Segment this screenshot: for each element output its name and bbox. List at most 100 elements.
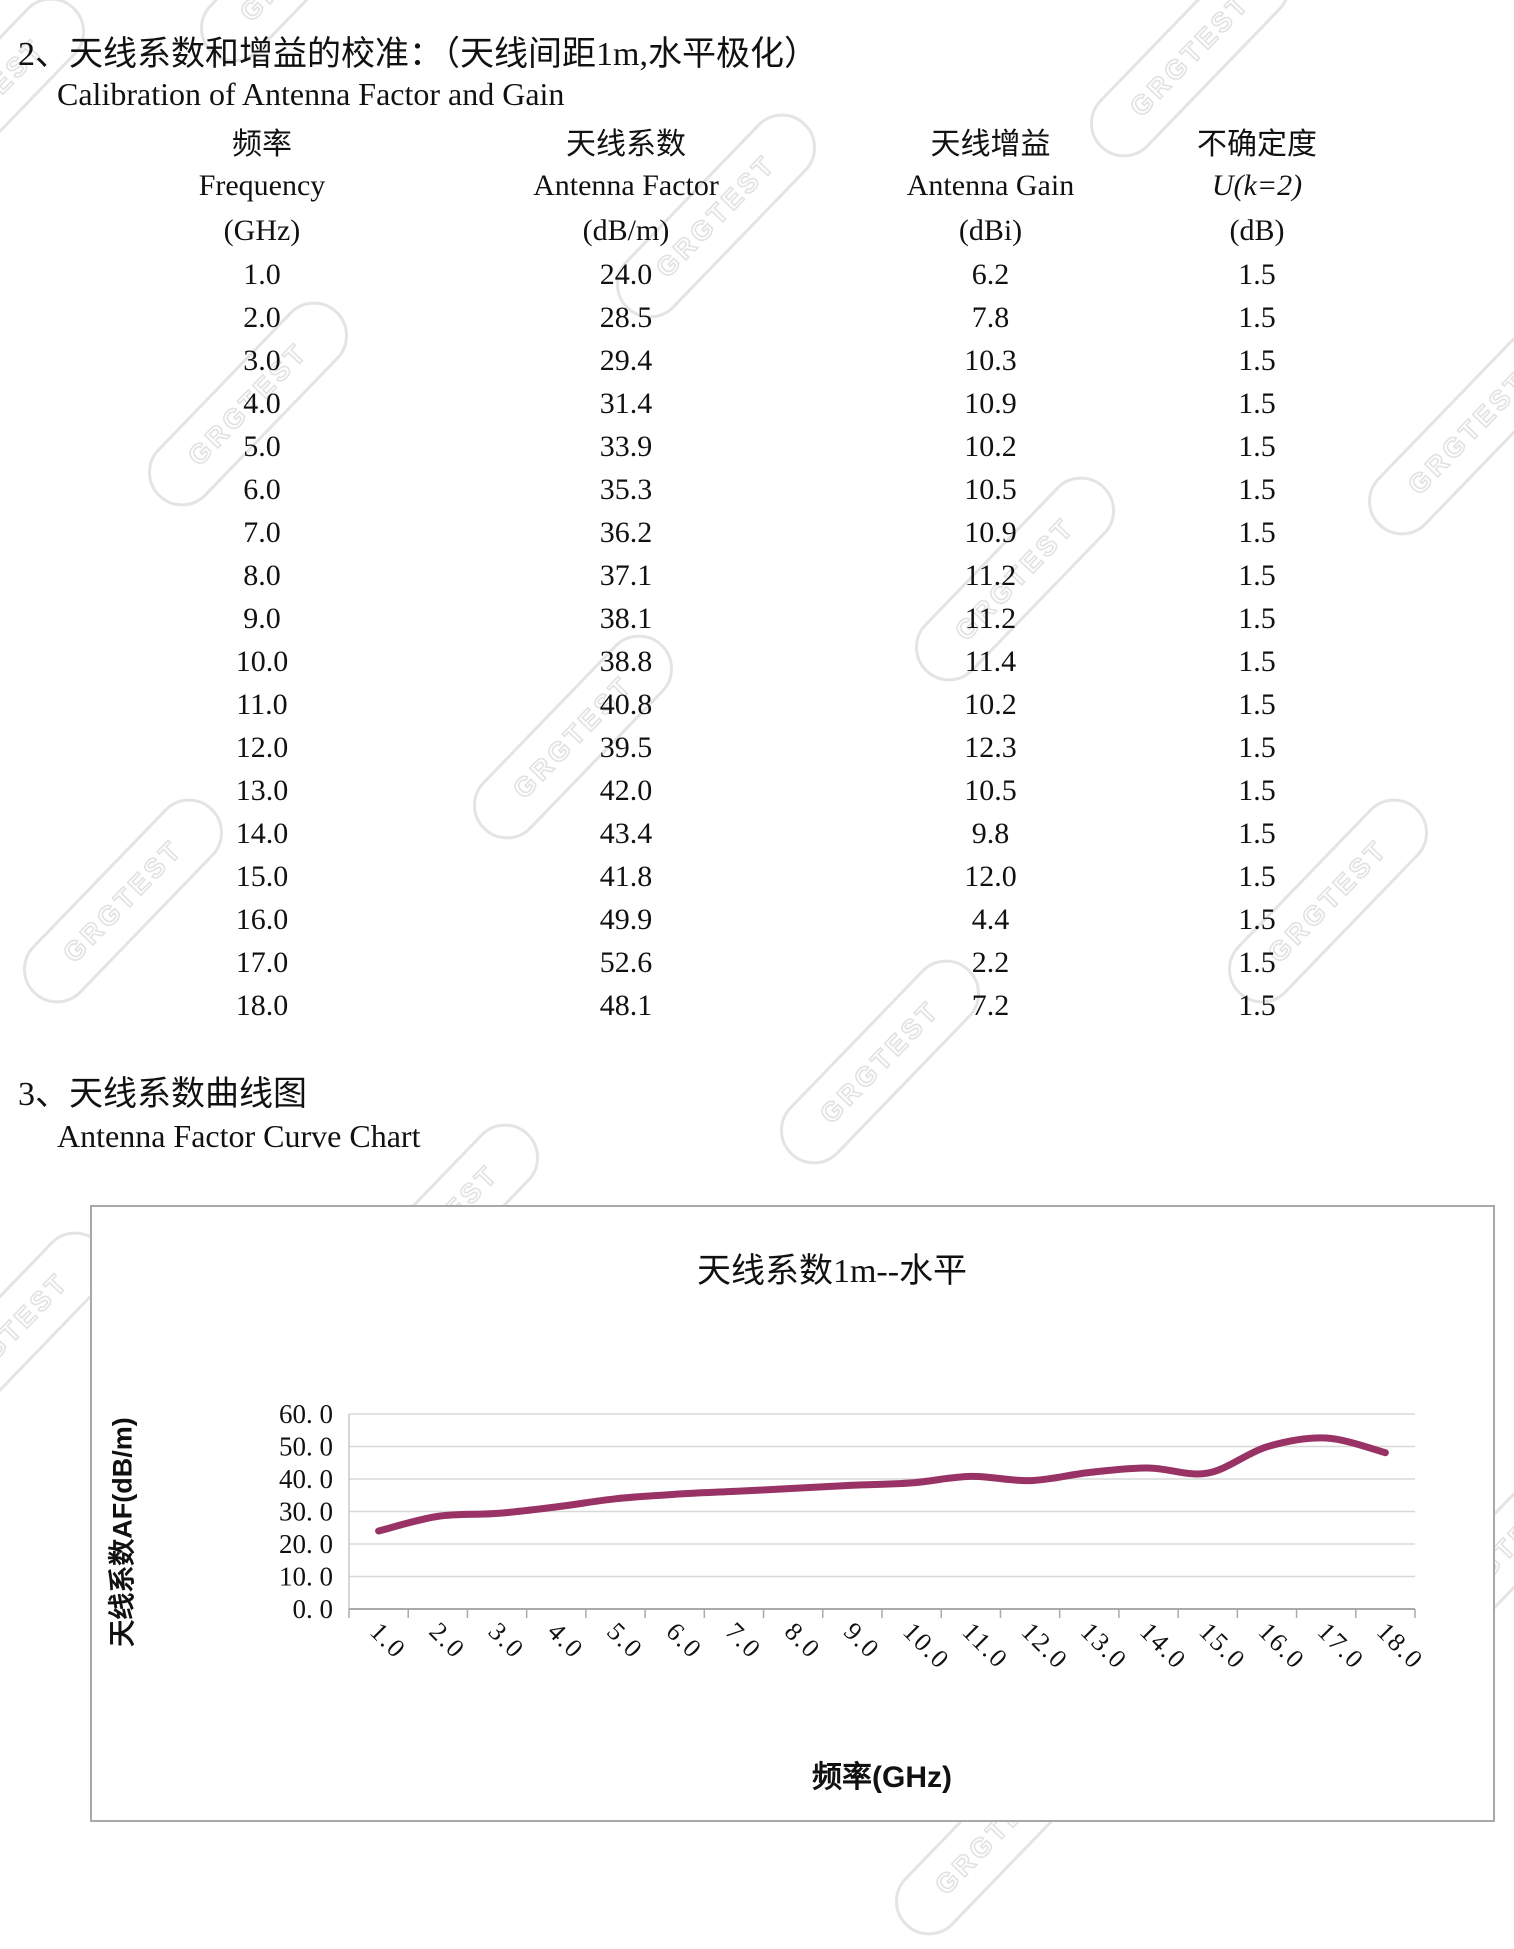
table-cell: 1.5: [1238, 515, 1276, 549]
table-cell: 42.0: [599, 773, 653, 807]
table-cell: 49.9: [599, 902, 653, 936]
table-cell: 40.8: [599, 687, 653, 721]
table-cell: 5.0: [243, 429, 281, 463]
table-cell: 31.4: [599, 386, 653, 420]
x-axis-title: 频率(GHz): [812, 1761, 952, 1794]
table-cell: 1.5: [1238, 558, 1276, 592]
document-page: 2、天线系数和增益的校准：（天线间距1m,水平极化） Calibration o…: [0, 26, 1495, 1822]
y-tick-label: 60. 0: [279, 1399, 333, 1429]
section2-heading: 2、天线系数和增益的校准：（天线间距1m,水平极化）: [18, 26, 818, 75]
table-cell: 28.5: [599, 300, 653, 334]
y-tick-label: 10. 0: [279, 1562, 333, 1592]
table-row: 4.0 31.4 10.9 1.5: [0, 382, 1391, 425]
table-cell: 10.3: [964, 343, 1017, 377]
table-cell: 1.5: [1238, 472, 1276, 506]
x-tick-label: 14.0: [1134, 1617, 1192, 1675]
table-cell: 1.5: [1238, 386, 1276, 420]
table-header-row: (GHz) (dB/m) (dBi) (dB): [0, 208, 1391, 253]
y-tick-label: 0. 0: [293, 1594, 334, 1624]
y-tick-label: 40. 0: [279, 1464, 333, 1494]
table-row: 16.0 49.9 4.4 1.5: [0, 898, 1391, 941]
table-cell: 2.0: [243, 300, 281, 334]
table-cell: 1.5: [1238, 773, 1276, 807]
table-cell: 9.8: [971, 816, 1010, 850]
antenna-factor-curve: [375, 1434, 1389, 1535]
x-tick-label: 9.0: [838, 1617, 886, 1665]
calibration-table: 频率 天线系数 天线增益 不确定度 Frequency Antenna Factor Ant…: [0, 118, 1391, 1027]
x-tick-label: 18.0: [1371, 1617, 1429, 1675]
table-cell: 4.4: [971, 902, 1010, 936]
table-header-cell: Antenna Factor: [533, 168, 719, 202]
table-header-cell: (dB/m): [582, 213, 670, 247]
y-tick-label: 50. 0: [279, 1432, 333, 1462]
table-header-cell: Frequency: [198, 168, 326, 202]
section3-number: 3、: [18, 1076, 69, 1113]
table-cell: 17.0: [235, 945, 289, 979]
table-cell: 8.0: [243, 558, 281, 592]
table-cell: 18.0: [235, 988, 289, 1022]
table-row: 17.0 52.6 2.2 1.5: [0, 941, 1391, 984]
section2-heading-en: Calibration of Antenna Factor and Gain: [57, 76, 565, 112]
table-cell: 10.2: [964, 687, 1017, 721]
table-cell: 1.5: [1238, 730, 1276, 764]
table-cell: 1.5: [1238, 816, 1276, 850]
table-header-row: Frequency Antenna Factor Antenna Gain U(k=2…: [0, 163, 1391, 208]
table-cell: 6.0: [243, 472, 281, 506]
table-row: 1.0 24.0 6.2 1.5: [0, 253, 1391, 296]
table-cell: 1.5: [1238, 859, 1276, 893]
table-header-cell: Antenna Gain: [906, 168, 1075, 202]
x-tick-label: 13.0: [1075, 1617, 1133, 1675]
chart-plot: 0. 010. 020. 030. 040. 050. 060. 0 1.0 2.0…: [279, 1399, 1429, 1675]
chart-title: 天线系数1m--水平: [696, 1253, 968, 1290]
table-cell: 10.2: [964, 429, 1017, 463]
x-tick-label: 2.0: [424, 1617, 472, 1665]
table-cell: 38.8: [599, 644, 653, 678]
table-cell: 4.0: [243, 386, 281, 420]
table-row: 6.0 35.3 10.5 1.5: [0, 468, 1391, 511]
x-tick-label: 4.0: [542, 1617, 590, 1665]
x-tick-label: 11.0: [957, 1617, 1015, 1675]
x-tick-label: 16.0: [1253, 1617, 1311, 1675]
table-cell: 1.5: [1238, 300, 1276, 334]
table-cell: 11.4: [964, 644, 1017, 678]
x-tick-label: 3.0: [483, 1617, 531, 1665]
x-tick-label: 10.0: [897, 1617, 955, 1675]
table-cell: 41.8: [599, 859, 653, 893]
table-cell: 1.5: [1238, 343, 1276, 377]
table-cell: 10.0: [235, 644, 289, 678]
table-cell: 38.1: [599, 601, 653, 635]
section3-heading: 3、天线系数曲线图: [18, 1066, 307, 1115]
table-header-cell: 天线增益: [930, 127, 1051, 161]
section3-heading-en: Antenna Factor Curve Chart: [57, 1118, 421, 1154]
x-tick-label: 8.0: [779, 1617, 827, 1665]
table-row: 5.0 33.9 10.2 1.5: [0, 425, 1391, 468]
table-cell: 6.2: [971, 257, 1010, 291]
table-cell: 39.5: [599, 730, 653, 764]
calibration-table-body: 频率 天线系数 天线增益 不确定度 Frequency Antenna Factor Ant…: [0, 118, 1391, 1027]
table-cell: 33.9: [599, 429, 653, 463]
table-cell: 1.5: [1238, 687, 1276, 721]
table-header-cell: 不确定度: [1197, 127, 1317, 161]
table-cell: 1.5: [1238, 644, 1276, 678]
table-row: 10.0 38.8 11.4 1.5: [0, 640, 1391, 683]
table-row: 15.0 41.8 12.0 1.5: [0, 855, 1391, 898]
table-row: 14.0 43.4 9.8 1.5: [0, 812, 1391, 855]
table-cell: 48.1: [599, 988, 653, 1022]
table-header-cell: (dBi): [958, 213, 1023, 247]
table-header-row: 频率 天线系数 天线增益 不确定度: [0, 118, 1391, 163]
table-row: 18.0 48.1 7.2 1.5: [0, 984, 1391, 1027]
table-cell: 9.0: [243, 601, 281, 635]
table-header-cell: U(k=2): [1211, 168, 1303, 202]
table-cell: 1.5: [1238, 988, 1276, 1022]
table-cell: 16.0: [235, 902, 289, 936]
table-row: 13.0 42.0 10.5 1.5: [0, 769, 1391, 812]
table-cell: 1.5: [1238, 257, 1276, 291]
y-tick-label: 20. 0: [279, 1529, 333, 1559]
table-header-cell: 频率: [232, 127, 292, 161]
table-row: 12.0 39.5 12.3 1.5: [0, 726, 1391, 769]
table-cell: 37.1: [599, 558, 653, 592]
table-cell: 24.0: [599, 257, 653, 291]
table-row: 7.0 36.2 10.9 1.5: [0, 511, 1391, 554]
table-cell: 1.5: [1238, 429, 1276, 463]
table-header-cell: (dB): [1229, 213, 1285, 247]
